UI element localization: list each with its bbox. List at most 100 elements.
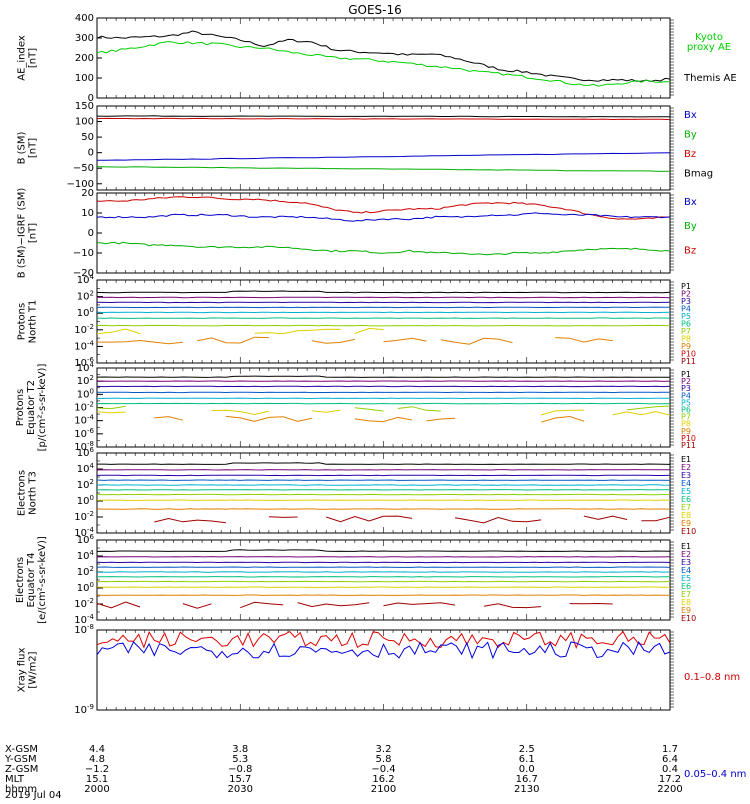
channel-line <box>97 318 670 319</box>
legend-entry: By <box>684 130 697 141</box>
y-tick-label: 50 <box>81 132 94 143</box>
channel-segment <box>97 341 183 344</box>
y-tick-label: 100 <box>77 306 94 319</box>
channel-segment <box>183 604 212 609</box>
y-axis-label: Equator T2 <box>26 380 37 435</box>
channel-segment <box>255 329 341 333</box>
x-axis-value: 2100 <box>371 784 396 795</box>
y-tick-label: 104 <box>77 273 95 286</box>
y-tick-label: 300 <box>75 33 94 44</box>
channel-segment <box>154 519 226 523</box>
y-tick-label: 10-2 <box>74 401 94 414</box>
channel-segment <box>398 407 441 411</box>
y-axis-label: North T1 <box>28 300 39 344</box>
y-tick-label: 106 <box>77 533 95 546</box>
y-tick-label: 102 <box>77 478 94 491</box>
y-tick-label: 0 <box>88 148 94 159</box>
x-axis-value: 2200 <box>657 784 682 795</box>
channel-segment <box>384 603 456 606</box>
channel-segment <box>226 416 312 421</box>
y-tick-label: 10-2 <box>74 597 94 610</box>
y-tick-label: 200 <box>75 53 94 64</box>
x-axis-value: 2130 <box>514 784 539 795</box>
y-tick-label: 10-4 <box>74 339 94 352</box>
series-line <box>97 167 670 172</box>
channel-segment <box>97 329 140 334</box>
panel-frame <box>97 193 670 273</box>
series-line <box>97 42 670 87</box>
y-tick-label: 10-8 <box>74 623 94 636</box>
y-axis-label: Equator T4 <box>26 553 37 608</box>
channel-segment <box>613 412 670 416</box>
y-axis-label: [nT] <box>28 48 39 68</box>
series-line <box>97 153 670 161</box>
y-tick-label: 10-2 <box>74 323 94 336</box>
channel-line <box>97 291 670 293</box>
panel-frame <box>97 630 670 710</box>
channel-segment <box>240 602 283 607</box>
y-tick-label: 10 <box>81 208 94 219</box>
channel-line <box>97 297 670 298</box>
y-tick-label: 400 <box>75 13 94 24</box>
x-axis-value: 2030 <box>228 784 253 795</box>
legend-entry: Bx <box>684 197 697 208</box>
legend-entry: Bz <box>684 245 696 256</box>
legend-entry: Bx <box>684 110 697 121</box>
channel-segment <box>154 417 183 421</box>
channel-segment <box>355 328 384 333</box>
y-tick-label: 10-6 <box>74 427 94 440</box>
channel-segment <box>97 412 126 413</box>
channel-segment <box>355 417 412 421</box>
channel-segment <box>570 604 613 605</box>
series-line <box>97 31 670 82</box>
channel-line <box>97 302 670 303</box>
y-tick-label: 10-4 <box>74 414 94 427</box>
legend-entry: Themis AE <box>683 73 737 84</box>
legend-entry: proxy AE <box>687 42 731 53</box>
channel-segment <box>555 338 612 343</box>
legend-entry: By <box>684 221 697 232</box>
y-axis-label: [p/(cm²-s-sr-keV)] <box>37 364 48 452</box>
y-tick-label: 20 <box>81 188 94 199</box>
channel-segment <box>312 339 355 343</box>
channel-segment <box>641 517 670 521</box>
y-axis-label: B (SM)−IGRF (SM) <box>17 188 28 279</box>
series-line <box>97 116 670 117</box>
channel-segment <box>312 410 341 412</box>
channel-segment <box>269 517 298 518</box>
x-axis-value: 2000 <box>84 784 109 795</box>
series-line <box>97 242 670 254</box>
y-tick-label: 100 <box>75 73 94 84</box>
series-line <box>97 197 670 219</box>
channel-segment <box>441 338 513 344</box>
y-tick-label: −10 <box>73 248 94 259</box>
y-axis-label: [nT] <box>28 223 39 243</box>
y-tick-label: 100 <box>77 581 94 594</box>
legend-entry: Bz <box>684 149 696 160</box>
y-tick-label: 102 <box>77 290 94 303</box>
y-axis-label: Electrons <box>17 470 28 516</box>
chart-title: GOES-16 <box>348 3 402 17</box>
channel-segment <box>355 408 384 411</box>
panel-frame <box>97 540 670 620</box>
channel-label: P11 <box>681 357 696 366</box>
channel-segment <box>326 516 412 522</box>
channel-segment <box>298 603 370 607</box>
y-tick-label: 104 <box>77 361 95 374</box>
y-tick-label: −50 <box>73 163 94 174</box>
channel-segment <box>484 604 541 608</box>
channel-line <box>97 463 670 465</box>
y-tick-label: 0 <box>88 228 94 239</box>
channel-segment <box>541 410 584 415</box>
channel-segment <box>212 410 269 414</box>
xray-series-line <box>97 642 670 658</box>
panel-frame <box>97 453 670 533</box>
channel-segment <box>384 338 427 341</box>
channel-line <box>97 307 670 308</box>
channel-label: P11 <box>681 441 696 450</box>
legend-entry: Bmag <box>684 169 713 180</box>
channel-segment <box>541 417 584 423</box>
y-axis-label: [W/m2] <box>28 651 39 688</box>
